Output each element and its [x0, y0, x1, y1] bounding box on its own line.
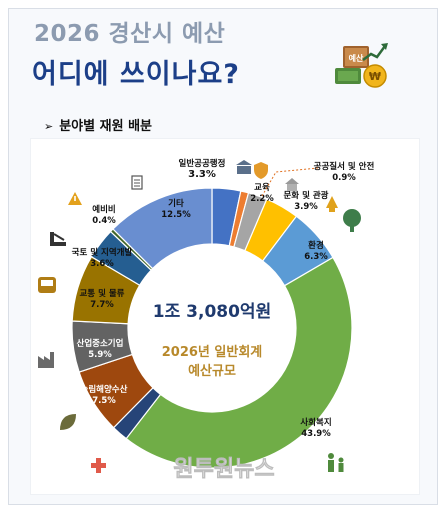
slice-value-label: 3.6% — [90, 259, 114, 269]
svg-text:₩: ₩ — [369, 70, 381, 83]
center-line2: 예산규모 — [188, 363, 236, 379]
factory-icon — [38, 352, 54, 368]
slice-value-label: 7.5% — [92, 396, 116, 406]
slice-name-label: 환경 — [308, 240, 324, 251]
government-building-icon — [236, 160, 252, 174]
slice-name-label: 문화 및 관광 — [283, 190, 328, 201]
watermark: 원투원뉴스 — [173, 457, 274, 482]
section-heading: ➢ 분야별 재원 배분 — [44, 115, 152, 134]
tree-icon — [343, 209, 361, 232]
section-label: 분야별 재원 배분 — [59, 119, 152, 134]
donut-slice — [112, 187, 213, 270]
budget-badge-icon: 예산 ₩ — [335, 43, 388, 88]
slice-value-label: 1.9% — [110, 451, 134, 461]
slice-value-label: 0.9% — [332, 173, 356, 183]
slice-name-label: 일반공공행정 — [179, 158, 226, 169]
slice-name-label: 공공질서 및 안전 — [314, 161, 375, 172]
slice-value-label: 12.5% — [161, 210, 191, 220]
slice-value-label: 0.4% — [92, 216, 116, 226]
document-icon — [131, 175, 143, 190]
slice-value-label: 3.3% — [188, 169, 216, 180]
donut-slice — [125, 256, 353, 469]
leader-line — [261, 167, 319, 197]
slice-name-label: 국토 및 지역개발 — [72, 247, 133, 258]
school-icon — [285, 178, 299, 191]
slice-name-label: 교통 및 물류 — [79, 288, 124, 299]
center-total: 1조 3,080억원 — [153, 302, 271, 322]
slice-value-label: 5.9% — [88, 350, 112, 360]
bullet-arrow-icon: ➢ — [44, 120, 54, 133]
center-line1: 2026년 일반회계 — [162, 344, 263, 360]
slice-value-label: 2.2% — [250, 194, 274, 204]
leaf-icon — [60, 414, 76, 430]
health-cross-icon — [91, 458, 106, 473]
slice-name-label: 산업중소기업 — [77, 338, 124, 349]
construction-icon — [50, 232, 66, 246]
slice-value-label: 43.9% — [301, 429, 331, 439]
slice-name-label: 예비비 — [92, 204, 115, 215]
page-title-year: 2026 경산시 예산 — [34, 21, 226, 47]
bus-icon — [38, 277, 56, 293]
page-title-question: 어디에 쓰이나요? — [32, 59, 240, 90]
shield-icon — [254, 162, 268, 179]
slice-name-label: 기타 — [168, 198, 184, 209]
temple-icon — [326, 196, 338, 212]
slice-name-label: 사회복지 — [300, 417, 331, 428]
warning-icon — [68, 192, 82, 205]
slice-name-label: 농림해양수산 — [81, 384, 128, 395]
slice-name-label: 보건 — [114, 439, 130, 450]
slice-name-label: 교육 — [254, 182, 270, 193]
slice-value-label: 6.3% — [304, 252, 328, 262]
slice-value-label: 7.7% — [90, 300, 114, 310]
family-icon — [328, 453, 344, 472]
badge-label: 예산 — [349, 53, 364, 63]
slice-value-label: 3.9% — [294, 202, 318, 212]
